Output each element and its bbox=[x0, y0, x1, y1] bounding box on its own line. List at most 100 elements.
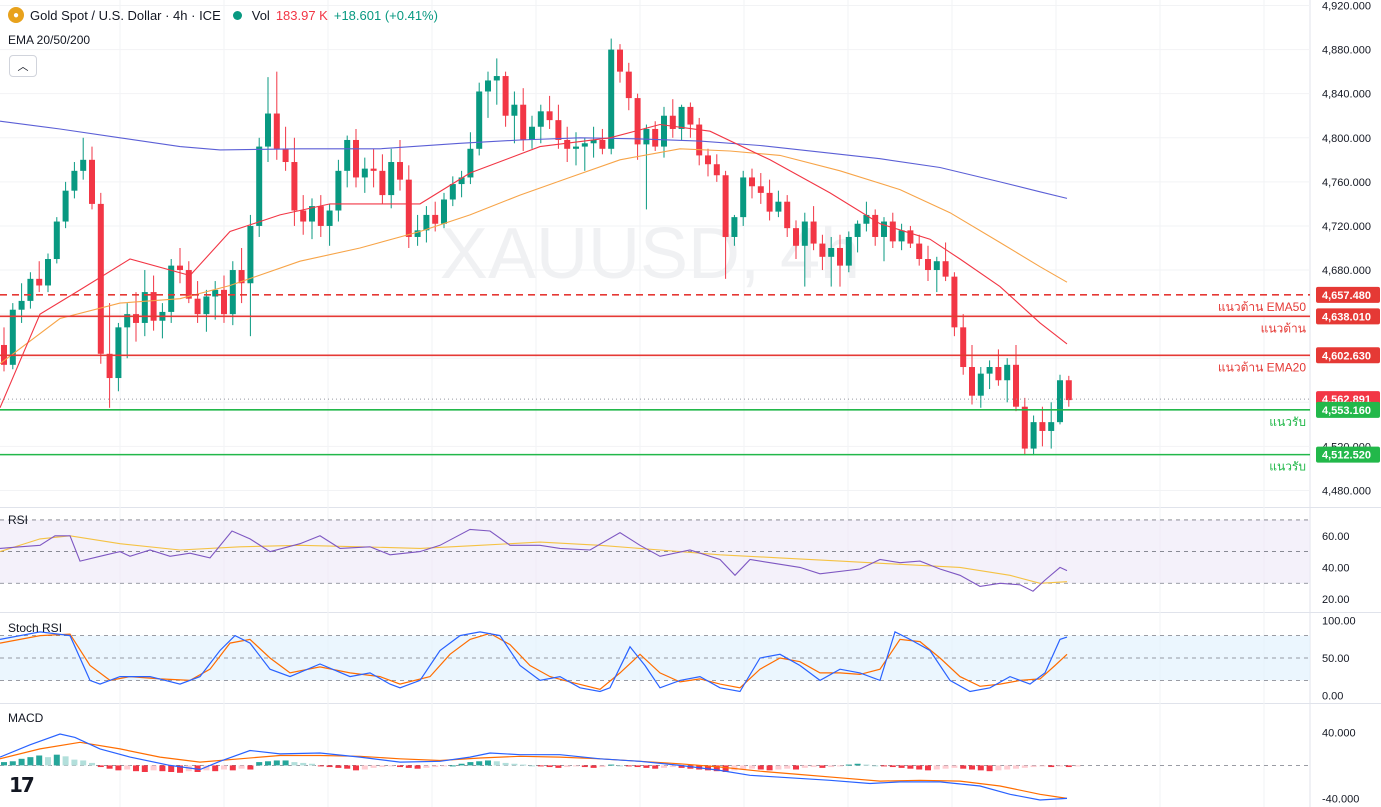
candle-body bbox=[423, 214, 430, 231]
candle-body bbox=[643, 128, 650, 145]
candle-body bbox=[766, 192, 773, 212]
candle-body bbox=[740, 177, 747, 218]
stoch-axis-tick: 50.00 bbox=[1322, 653, 1350, 665]
candle-body bbox=[951, 276, 958, 328]
macd-histogram-bar bbox=[661, 765, 667, 768]
candle-body bbox=[1057, 380, 1063, 423]
candle-body bbox=[564, 139, 571, 149]
macd-histogram-bar bbox=[106, 765, 113, 769]
level-label: แนวรับ bbox=[1269, 460, 1306, 474]
tradingview-logo[interactable]: 17 bbox=[9, 773, 35, 797]
macd-histogram-bar bbox=[1013, 765, 1019, 769]
candle-body bbox=[881, 221, 887, 237]
candle-body bbox=[810, 221, 817, 244]
macd-axis-tick: -40.000 bbox=[1322, 793, 1359, 805]
macd-histogram-bar bbox=[238, 765, 245, 769]
price-tag-label: 4,553.160 bbox=[1322, 405, 1371, 417]
price-tag bbox=[1316, 401, 1380, 418]
candle-body bbox=[757, 186, 764, 193]
macd-histogram-bar bbox=[713, 765, 720, 772]
candle-body bbox=[863, 214, 870, 224]
candle-body bbox=[379, 170, 386, 196]
macd-histogram-bar bbox=[282, 760, 289, 766]
macd-label[interactable]: MACD bbox=[8, 711, 44, 725]
candle-body bbox=[397, 162, 403, 180]
candle-body bbox=[705, 155, 711, 165]
candle-body bbox=[414, 230, 421, 237]
macd-histogram-bar bbox=[775, 765, 782, 770]
macd-histogram-bar bbox=[150, 765, 157, 771]
macd-histogram-bar bbox=[18, 758, 25, 766]
candle-body bbox=[678, 106, 685, 129]
candle-body bbox=[265, 113, 271, 147]
price-tag bbox=[1316, 308, 1380, 325]
price-axis-tick: 4,480.000 bbox=[1322, 485, 1371, 497]
candle-body bbox=[696, 124, 703, 156]
candle-body bbox=[203, 296, 210, 315]
macd-histogram-bar bbox=[837, 765, 843, 767]
candle-body bbox=[933, 261, 940, 271]
candle-body bbox=[722, 175, 729, 237]
candle-body bbox=[80, 159, 87, 171]
macd-histogram-bar bbox=[608, 764, 615, 766]
rsi-axis-tick: 20.00 bbox=[1322, 594, 1350, 606]
macd-histogram-bar bbox=[133, 765, 139, 772]
rsi-ma-line bbox=[0, 535, 1068, 584]
macd-histogram-bar bbox=[80, 760, 87, 766]
candle-body bbox=[97, 203, 104, 354]
macd-histogram-bar bbox=[977, 765, 984, 771]
macd-histogram-bar bbox=[1039, 765, 1046, 767]
level-label: แนวต้าน EMA50 bbox=[1218, 300, 1306, 314]
macd-histogram-bar bbox=[449, 765, 456, 767]
candle-body bbox=[18, 300, 25, 310]
macd-histogram-bar bbox=[1048, 765, 1055, 768]
collapse-legend-button[interactable]: ︿ bbox=[9, 55, 37, 77]
price-axis-tick: 4,840.000 bbox=[1322, 89, 1371, 101]
symbol-watermark: XAUUSD, 4h bbox=[440, 214, 860, 294]
price-axis-tick: 4,760.000 bbox=[1322, 177, 1371, 189]
macd-histogram-bar bbox=[309, 763, 315, 766]
macd-histogram-bar bbox=[705, 765, 711, 771]
macd-histogram-bar bbox=[573, 765, 579, 767]
candle-body bbox=[854, 223, 861, 237]
candle-body bbox=[185, 270, 192, 299]
macd-histogram-bar bbox=[168, 765, 175, 772]
macd-histogram-bar bbox=[854, 763, 861, 766]
candle-body bbox=[731, 217, 738, 237]
candle-body bbox=[907, 230, 914, 244]
candle-body bbox=[749, 177, 755, 187]
macd-histogram-bar bbox=[159, 765, 166, 772]
rsi-axis-tick: 60.00 bbox=[1322, 531, 1350, 543]
macd-histogram-bar bbox=[203, 765, 210, 771]
macd-histogram-bar bbox=[925, 765, 931, 771]
candle-body bbox=[317, 206, 324, 226]
macd-histogram-bar bbox=[291, 762, 298, 766]
chart-header: ● Gold Spot / U.S. Dollar · 4h · ICE Vol… bbox=[8, 7, 438, 23]
macd-histogram-bar bbox=[247, 765, 254, 770]
candle-body bbox=[1065, 380, 1072, 401]
candle-body bbox=[775, 201, 782, 212]
candle-body bbox=[36, 278, 43, 286]
macd-histogram-bar bbox=[370, 765, 377, 768]
macd-histogram-bar bbox=[678, 765, 685, 768]
macd-histogram-bar bbox=[1057, 765, 1063, 767]
symbol-title[interactable]: Gold Spot / U.S. Dollar · 4h · ICE bbox=[30, 7, 221, 23]
macd-histogram-bar bbox=[951, 765, 958, 768]
price-change: +18.601 (+0.41%) bbox=[333, 7, 438, 23]
candle-body bbox=[282, 148, 289, 163]
rsi-label[interactable]: RSI bbox=[8, 513, 29, 527]
macd-histogram-bar bbox=[353, 765, 359, 771]
macd-histogram-bar bbox=[326, 765, 333, 768]
ema-indicator-label[interactable]: EMA 20/50/200 bbox=[8, 33, 91, 47]
candle-body bbox=[819, 243, 826, 257]
candle-body bbox=[133, 314, 139, 323]
stoch-rsi-label[interactable]: Stoch RSI bbox=[8, 621, 63, 635]
macd-histogram-bar bbox=[27, 757, 34, 766]
macd-histogram-bar bbox=[379, 765, 386, 768]
macd-histogram-bar bbox=[344, 765, 351, 769]
candle-body bbox=[661, 115, 667, 147]
macd-histogram-bar bbox=[520, 764, 527, 766]
macd-histogram-bar bbox=[634, 765, 641, 768]
macd-histogram-bar bbox=[810, 765, 817, 768]
